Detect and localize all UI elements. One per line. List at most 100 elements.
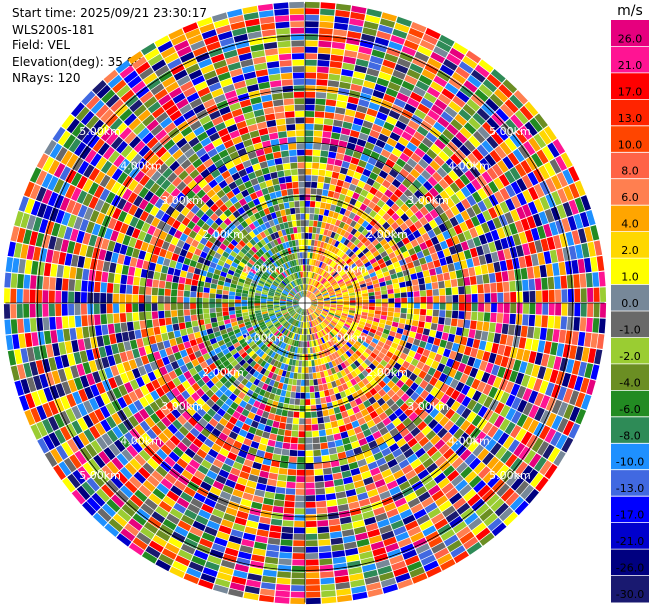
- velocity-cell: [312, 372, 317, 379]
- velocity-cell: [268, 311, 275, 315]
- velocity-cell: [577, 331, 586, 347]
- velocity-cell: [525, 469, 539, 484]
- velocity-cell: [331, 466, 341, 474]
- velocity-cell: [196, 163, 207, 174]
- velocity-cell: [365, 322, 372, 328]
- velocity-cell: [566, 316, 574, 331]
- velocity-cell: [362, 428, 372, 438]
- velocity-cell: [214, 174, 225, 184]
- velocity-cell: [410, 152, 422, 163]
- velocity-cell: [321, 344, 326, 351]
- velocity-cell: [267, 295, 274, 298]
- velocity-cell: [322, 383, 329, 391]
- velocity-cell: [510, 425, 522, 439]
- velocity-cell: [319, 315, 325, 320]
- velocity-cell: [362, 27, 377, 37]
- velocity-cell: [216, 372, 224, 380]
- velocity-cell: [189, 526, 204, 537]
- velocity-cell: [324, 282, 330, 287]
- velocity-cell: [366, 192, 375, 201]
- velocity-cell: [53, 178, 65, 194]
- velocity-cell: [305, 117, 314, 124]
- velocity-cell: [275, 260, 281, 267]
- velocity-cell: [101, 238, 110, 250]
- velocity-cell: [350, 323, 358, 329]
- velocity-cell: [476, 144, 489, 157]
- velocity-cell: [391, 278, 399, 284]
- velocity-cell: [235, 420, 244, 429]
- velocity-cell: [181, 390, 191, 400]
- velocity-cell: [105, 479, 119, 494]
- velocity-cell: [320, 262, 325, 269]
- velocity-cell: [394, 307, 401, 313]
- velocity-cell: [325, 362, 331, 370]
- velocity-cell: [491, 112, 505, 127]
- velocity-cell: [211, 278, 219, 285]
- velocity-cell: [299, 418, 305, 425]
- velocity-cell: [316, 500, 327, 508]
- velocity-cell: [72, 391, 83, 405]
- velocity-cell: [239, 545, 253, 554]
- velocity-cell: [493, 333, 501, 344]
- velocity-cell: [413, 245, 422, 253]
- velocity-cell: [168, 537, 183, 549]
- velocity-cell: [401, 303, 408, 308]
- velocity-cell: [91, 492, 106, 507]
- velocity-cell: [220, 194, 230, 204]
- velocity-cell: [205, 357, 214, 366]
- velocity-cell: [287, 284, 293, 290]
- velocity-cell: [355, 411, 363, 420]
- velocity-cell: [412, 57, 427, 68]
- velocity-cell: [43, 387, 54, 402]
- velocity-cell: [351, 123, 362, 132]
- velocity-cell: [24, 198, 35, 214]
- velocity-cell: [563, 404, 575, 420]
- velocity-cell: [286, 301, 293, 303]
- velocity-cell: [350, 228, 358, 236]
- velocity-cell: [365, 215, 373, 223]
- velocity-cell: [350, 579, 365, 588]
- velocity-cell: [391, 178, 402, 188]
- velocity-cell: [305, 412, 311, 418]
- velocity-cell: [558, 329, 567, 344]
- velocity-cell: [332, 317, 339, 322]
- velocity-cell: [341, 383, 349, 391]
- velocity-cell: [445, 510, 460, 523]
- velocity-cell: [162, 373, 172, 383]
- velocity-cell: [72, 469, 86, 485]
- velocity-cell: [244, 526, 257, 535]
- velocity-cell: [335, 3, 351, 12]
- velocity-cell: [95, 104, 110, 119]
- velocity-cell: [308, 293, 313, 298]
- velocity-cell: [86, 477, 100, 492]
- velocity-cell: [338, 280, 345, 286]
- velocity-cell: [240, 498, 252, 507]
- velocity-cell: [410, 531, 425, 543]
- velocity-cell: [77, 204, 88, 218]
- velocity-cell: [390, 403, 400, 412]
- velocity-cell: [285, 488, 296, 495]
- velocity-cell: [311, 239, 315, 246]
- velocity-cell: [364, 114, 376, 123]
- velocity-cell: [363, 80, 376, 89]
- velocity-cell: [378, 217, 386, 226]
- velocity-cell: [189, 169, 200, 179]
- velocity-cell: [361, 312, 368, 316]
- velocity-cell: [48, 416, 59, 431]
- velocity-cell: [345, 217, 353, 225]
- velocity-cell: [104, 523, 120, 537]
- velocity-cell: [248, 223, 256, 231]
- velocity-cell: [53, 163, 66, 178]
- velocity-cell: [534, 113, 548, 129]
- velocity-cell: [112, 426, 124, 439]
- velocity-cell: [347, 31, 362, 39]
- velocity-cell: [315, 309, 322, 314]
- velocity-cell: [575, 346, 584, 361]
- velocity-cell: [560, 316, 568, 330]
- velocity-cell: [535, 303, 542, 315]
- velocity-cell: [107, 217, 117, 230]
- velocity-cell: [117, 422, 129, 435]
- velocity-cell: [305, 258, 308, 265]
- velocity-cell: [262, 313, 269, 317]
- velocity-cell: [318, 365, 324, 372]
